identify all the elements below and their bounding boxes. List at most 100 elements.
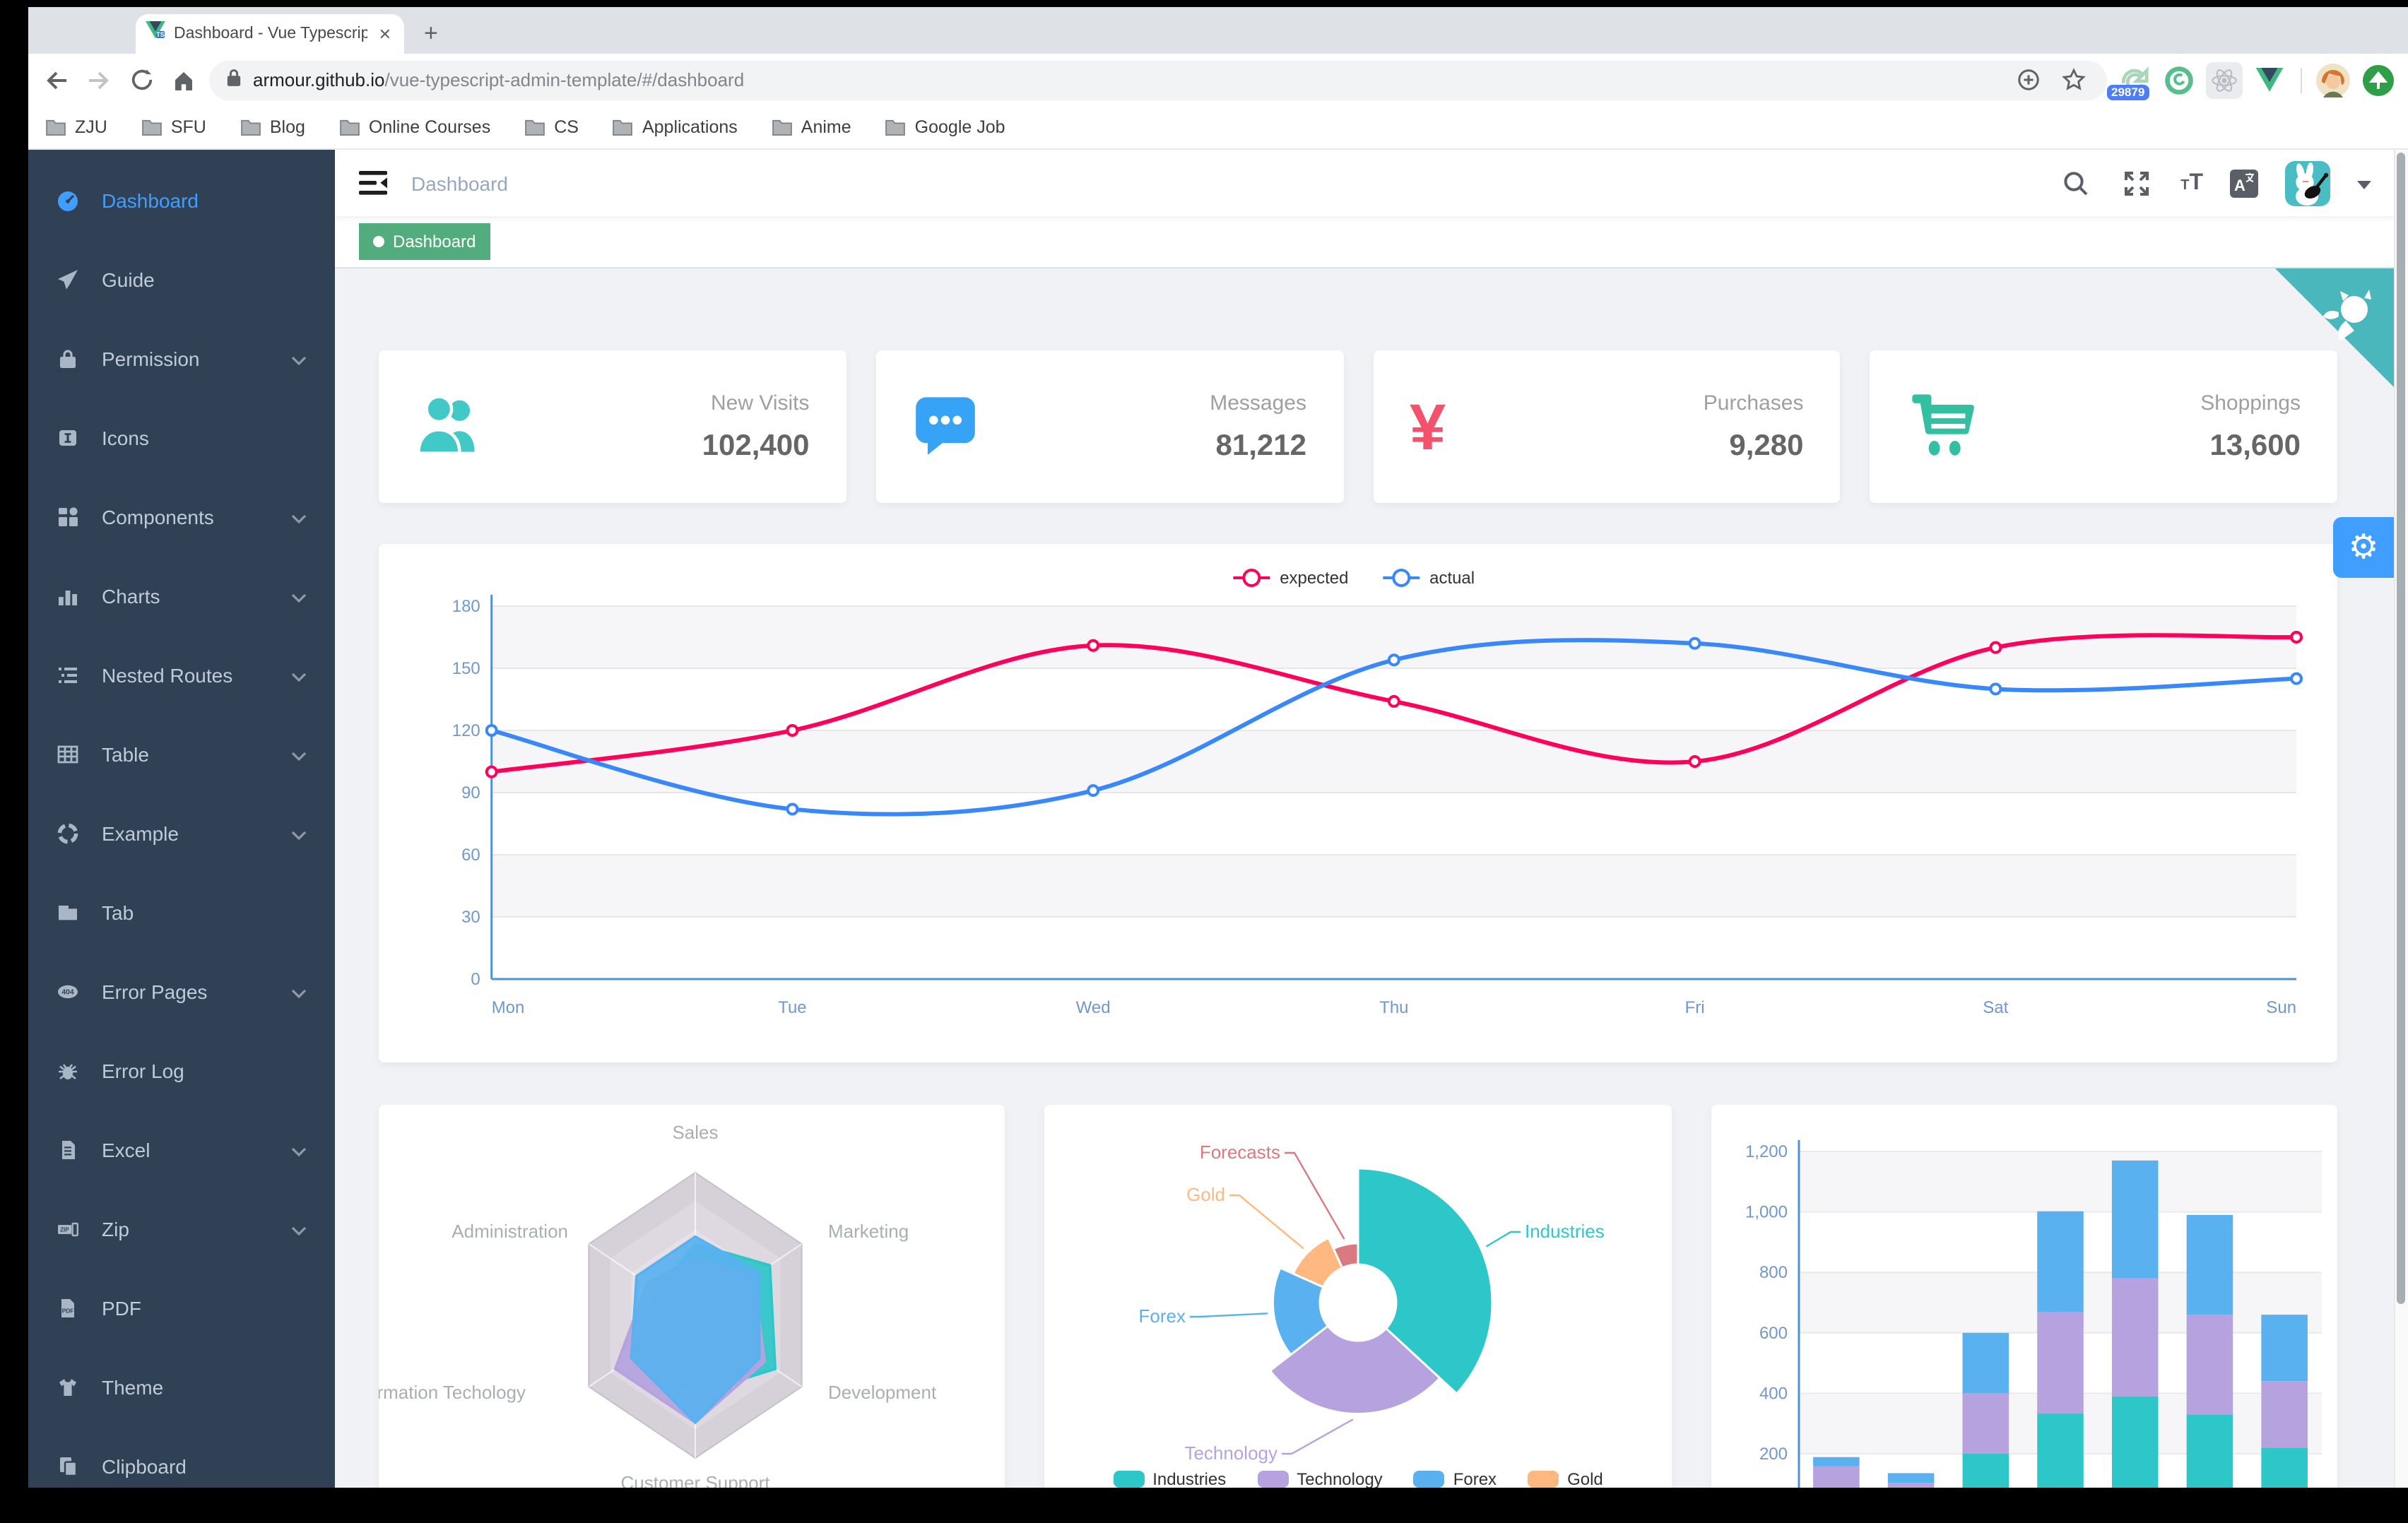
chart-icon [57,585,79,608]
sidebar-item-tab[interactable]: Tab [28,873,335,952]
tag-dashboard[interactable]: Dashboard [359,223,490,260]
search-icon[interactable] [2059,166,2093,200]
sidebar-item-example[interactable]: Example [28,794,335,873]
guide-icon [57,268,79,291]
zoom-plus-icon[interactable] [2011,63,2045,97]
bookmark-cs[interactable]: CS [524,117,579,137]
svg-text:Wed: Wed [1076,998,1111,1017]
svg-text:1,200: 1,200 [1745,1142,1787,1161]
sidebar-item-permission[interactable]: Permission [28,319,335,398]
extension-ring-icon[interactable] [2161,61,2197,98]
sidebar-item-nested-routes[interactable]: Nested Routes [28,636,335,715]
fullscreen-icon[interactable] [2120,166,2154,200]
chevron-down-icon [291,743,307,766]
svg-text:Marketing: Marketing [828,1221,909,1242]
svg-text:600: 600 [1759,1324,1787,1343]
sidebar-item-label: Dashboard [102,189,199,212]
tab-icon [57,901,79,924]
github-corner-ribbon[interactable] [2274,267,2394,394]
panel-label: Shoppings [2200,391,2301,415]
sidebar-item-icons[interactable]: Icons [28,398,335,478]
translate-icon[interactable]: A [2230,169,2258,197]
panel-purchases[interactable]: ¥ Purchases 9,280 [1373,350,1841,503]
browser-toolbar: armour.github.io/vue-typescript-admin-te… [28,54,2408,106]
panel-new-visits[interactable]: New Visits 102,400 [379,350,846,503]
app-navbar: Dashboard TT A [335,150,2394,216]
svg-text:200: 200 [1759,1445,1787,1464]
back-icon[interactable] [40,63,73,97]
svg-text:400: 400 [1759,1384,1787,1403]
panel-value: 13,600 [2209,429,2301,461]
scrollbar-thumb[interactable] [2397,153,2405,1305]
forward-icon[interactable] [82,63,116,97]
sidebar-item-charts[interactable]: Charts [28,557,335,636]
sidebar-item-guide[interactable]: Guide [28,240,335,319]
pie-legend-technology[interactable]: Technology [1257,1469,1383,1488]
tab-close-icon[interactable]: ✕ [378,26,391,43]
sidebar-item-error-pages[interactable]: 404 Error Pages [28,952,335,1031]
profile-avatar[interactable] [2315,61,2351,98]
svg-text:Fri: Fri [1685,998,1705,1017]
svg-text:120: 120 [452,721,480,740]
text-size-icon[interactable]: TT [2180,170,2203,194]
sidebar-item-dashboard[interactable]: Dashboard [28,161,335,240]
weekly-pie-chart: Industries Technology Forex Gold Forecasts [1139,1142,1605,1464]
svg-text:Sun: Sun [2266,998,2296,1017]
bookmark-applications[interactable]: Applications [613,117,738,137]
pie-legend-industries[interactable]: Industries [1113,1469,1226,1488]
bar-chart-card: 200 400 600 800 1,000 1,200 [1711,1105,2337,1488]
panel-label: Messages [1210,391,1306,415]
bug-icon [57,1060,79,1082]
legend-swatch [1257,1471,1289,1488]
extension-grammarly-icon[interactable]: 29879 [2107,61,2152,100]
new-tab-button[interactable]: + [424,20,438,47]
sidebar-item-error-log[interactable]: Error Log [28,1031,335,1110]
svg-text:180: 180 [452,597,480,616]
sidebar-item-zip[interactable]: ZIP Zip [28,1190,335,1269]
browser-tab[interactable]: TS Dashboard - Vue Typescript Ad ✕ [136,14,404,54]
settings-button[interactable]: ⚙ [2333,517,2394,578]
budget-radar-chart: Sales Marketing Development Customer Suppor… [379,1122,937,1488]
bookmark-online-courses[interactable]: Online Courses [339,117,490,137]
panel-shoppings[interactable]: Shoppings 13,600 [1870,350,2337,503]
home-icon[interactable] [167,63,201,97]
pie-legend-forex[interactable]: Forex [1413,1469,1497,1488]
address-bar[interactable]: armour.github.io/vue-typescript-admin-te… [209,60,2107,100]
sidebar-item-clipboard[interactable]: Clipboard [28,1427,335,1488]
svg-text:expected: expected [1280,569,1348,588]
svg-text:Forecasts: Forecasts [1200,1142,1281,1163]
svg-text:150: 150 [452,659,480,678]
bookmark-blog[interactable]: Blog [240,117,305,137]
reload-icon[interactable] [124,63,158,97]
hamburger-icon[interactable] [358,166,389,200]
visitors-bar-chart: 200 400 600 800 1,000 1,200 [1745,1140,2322,1488]
sidebar-item-label: Charts [102,585,160,608]
bookmark-sfu[interactable]: SFU [141,117,206,137]
panel-messages[interactable]: Messages 81,212 [875,350,1343,503]
bookmark-anime[interactable]: Anime [772,117,851,137]
sidebar-item-theme[interactable]: Theme [28,1348,335,1427]
extension-react-icon[interactable] [2206,61,2243,98]
page-scrollbar[interactable] [2394,150,2408,1488]
sidebar-item-label: Zip [102,1218,129,1240]
money-icon: ¥ [1410,390,1446,463]
chrome-update-icon[interactable] [2360,61,2397,98]
sidebar-item-label: Tab [102,901,134,924]
pie-legend-gold[interactable]: Gold [1528,1469,1603,1488]
bookmark-zju[interactable]: ZJU [45,117,107,137]
sidebar-item-label: Permission [102,348,200,370]
app: Dashboard Guide Permission Icons Components C… [28,150,2408,1488]
caret-down-icon[interactable] [2357,170,2371,196]
user-avatar[interactable] [2285,160,2330,206]
bookmark-star-icon[interactable] [2056,63,2090,97]
sidebar-item-excel[interactable]: Excel [28,1110,335,1190]
sidebar-item-pdf[interactable]: PDF PDF [28,1269,335,1348]
extension-vue-icon[interactable] [2251,61,2288,98]
sidebar-item-components[interactable]: Components [28,478,335,557]
sidebar-item-table[interactable]: Table [28,715,335,794]
main-area: Dashboard TT A Dashboard New Visits 1 [335,150,2394,1488]
bookmark-google-job[interactable]: Google Job [885,117,1005,137]
tag-active-dot [373,236,384,247]
dashboard-icon [57,189,79,212]
